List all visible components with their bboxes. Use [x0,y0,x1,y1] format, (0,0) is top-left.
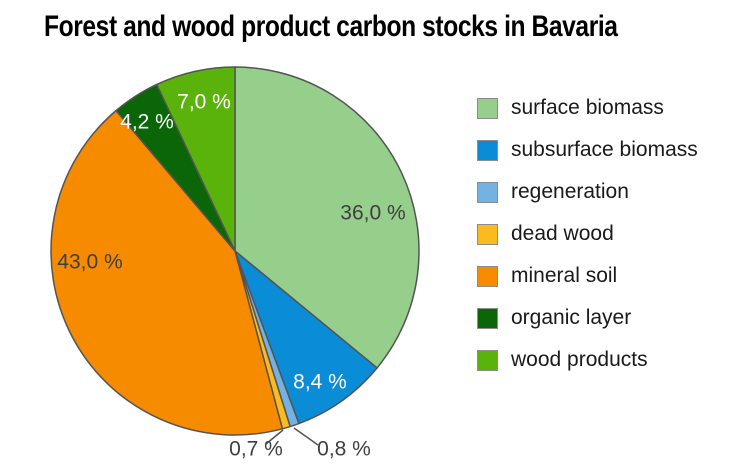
legend-label-subsurface-biomass: subsurface biomass [511,138,698,161]
legend-swatch-organic-layer [477,307,498,329]
slice-label-regeneration: 0,8 % [317,437,371,461]
legend-swatch-surface-biomass [477,97,498,119]
legend: surface biomass subsurface biomass regener… [477,96,698,392]
legend-item-organic-layer: organic layer [477,306,698,329]
slice-label-surface-biomass: 36,0 % [340,201,406,225]
legend-swatch-dead-wood [477,223,498,245]
pie-slice-mineral-soil [50,109,284,436]
legend-label-wood-products: wood products [511,348,648,371]
legend-item-mineral-soil: mineral soil [477,264,698,287]
legend-swatch-regeneration [477,181,498,203]
legend-item-regeneration: regeneration [477,180,698,203]
legend-swatch-wood-products [477,349,498,371]
legend-item-wood-products: wood products [477,348,698,371]
legend-item-dead-wood: dead wood [477,222,698,245]
pie-slice-surface-biomass [234,66,420,369]
slice-label-mineral-soil: 43,0 % [57,250,123,274]
legend-label-surface-biomass: surface biomass [511,96,664,119]
leader-line-regeneration [293,427,319,446]
legend-swatch-subsurface-biomass [477,139,498,161]
legend-item-subsurface-biomass: subsurface biomass [477,138,698,161]
page-title: Forest and wood product carbon stocks in… [44,10,618,43]
legend-label-dead-wood: dead wood [511,222,614,245]
slice-label-organic-layer: 4,2 % [120,110,174,134]
slice-label-wood-products: 7,0 % [177,90,231,114]
legend-label-regeneration: regeneration [511,180,629,203]
legend-label-organic-layer: organic layer [511,306,632,329]
pie-slice-wood-products [155,66,236,252]
legend-item-surface-biomass: surface biomass [477,96,698,119]
slice-label-subsurface-biomass: 8,4 % [293,370,347,394]
pie-slice-subsurface-biomass [234,250,378,425]
legend-label-mineral-soil: mineral soil [511,264,618,287]
slice-label-dead-wood: 0,7 % [229,437,283,461]
leader-line-dead-wood [265,429,284,445]
legend-swatch-mineral-soil [477,265,498,287]
